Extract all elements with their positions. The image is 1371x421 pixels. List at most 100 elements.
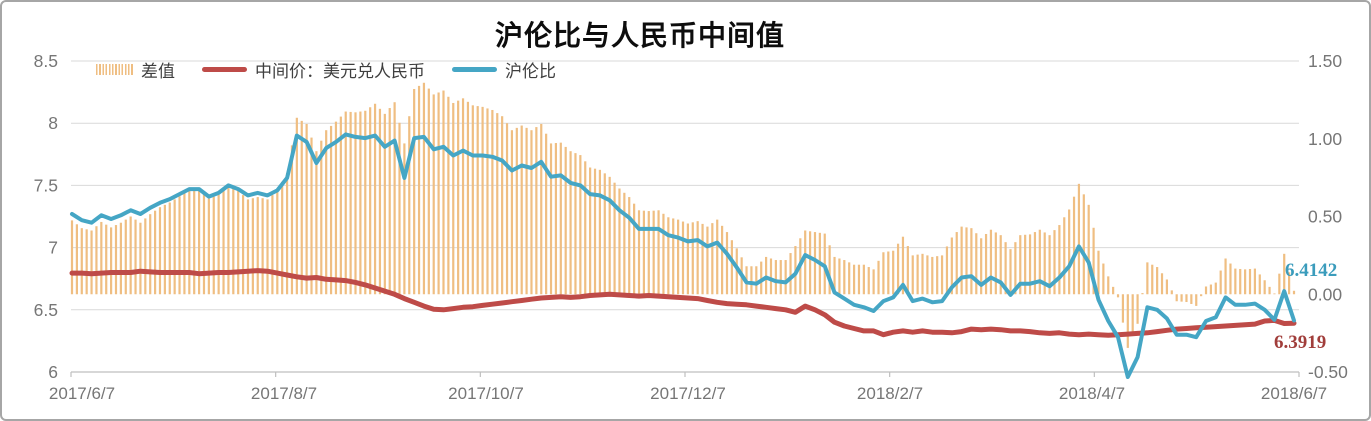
- diff-bar: [862, 264, 865, 295]
- diff-bar: [730, 240, 733, 295]
- diff-bar: [735, 248, 738, 295]
- diff-bar: [677, 219, 680, 295]
- diff-bar: [950, 237, 953, 295]
- diff-bar: [559, 142, 562, 295]
- diff-bar: [852, 264, 856, 295]
- diff-bar: [1209, 284, 1212, 295]
- left-axis-tick-label: 7: [48, 238, 58, 258]
- diff-bar: [163, 204, 166, 295]
- diff-bar: [716, 219, 719, 295]
- end-label-ratio: 6.4142: [1285, 260, 1337, 281]
- diff-bar: [1258, 274, 1261, 295]
- right-axis-tick-label: -0.50: [1308, 362, 1348, 382]
- diff-bar: [393, 102, 396, 295]
- diff-bar: [452, 102, 455, 295]
- diff-bar: [227, 185, 230, 295]
- diff-bar: [388, 108, 391, 295]
- diff-bar: [657, 210, 660, 295]
- diff-bar: [232, 188, 235, 295]
- diff-bar: [276, 190, 279, 295]
- diff-bar: [310, 137, 313, 295]
- diff-bar: [554, 143, 558, 295]
- axis-tick-labels: 8.5 8 7.5 7 6.5 6 1.50 1.00 0.50 0.00 -0.50 2017/6/…: [34, 51, 1348, 403]
- diff-bar: [119, 222, 122, 295]
- diff-bar: [911, 255, 914, 295]
- diff-bar: [1180, 294, 1183, 302]
- diff-bar: [246, 199, 250, 295]
- diff-bar: [1204, 286, 1208, 295]
- legend-swatch-midprice-line: [202, 66, 247, 72]
- diff-bar: [290, 145, 294, 295]
- diff-bar: [813, 232, 817, 295]
- diff-bar: [936, 256, 939, 295]
- diff-bar: [779, 260, 782, 295]
- diff-bar: [750, 266, 753, 295]
- diff-bar: [1068, 209, 1071, 295]
- diff-bar: [300, 120, 303, 295]
- diff-bar: [413, 88, 416, 295]
- diff-bar: [1165, 279, 1169, 295]
- legend-label-ratio: 沪伦比: [505, 61, 556, 82]
- diff-bar: [1121, 294, 1125, 323]
- diff-bar: [1170, 290, 1173, 295]
- diff-bar: [134, 219, 137, 295]
- diff-bar: [1112, 286, 1115, 295]
- diff-bar: [437, 92, 440, 295]
- diff-bar: [549, 143, 553, 295]
- x-axis-tick-label: 2018/4/7: [1059, 384, 1125, 403]
- left-axis-tick-label: 7.5: [34, 175, 58, 195]
- diff-bar: [197, 188, 201, 295]
- diff-bar: [633, 203, 636, 295]
- diff-bar: [271, 195, 274, 295]
- diff-bar: [1273, 293, 1276, 295]
- diff-bar: [154, 210, 157, 295]
- diff-bar: [359, 111, 362, 295]
- diff-bar: [804, 230, 807, 295]
- legend-item-diff: 差值: [96, 57, 175, 82]
- diff-bar: [672, 218, 675, 295]
- diff-bar: [994, 232, 997, 295]
- diff-bar: [496, 113, 499, 295]
- diff-bar: [1024, 234, 1027, 295]
- diff-bar: [114, 225, 118, 295]
- diff-bar: [1141, 293, 1144, 295]
- diff-bar: [305, 123, 308, 295]
- diff-bar: [1253, 268, 1256, 295]
- diff-bar: [510, 130, 514, 295]
- diff-bar: [872, 269, 875, 295]
- diff-bar: [589, 167, 592, 295]
- diff-bar: [466, 101, 470, 295]
- end-label-midprice: 6.3919: [1274, 332, 1326, 353]
- diff-bar: [945, 246, 949, 295]
- diff-bar: [486, 108, 489, 295]
- diff-bar: [383, 113, 386, 295]
- diff-bar: [75, 224, 78, 295]
- diff-bar: [354, 112, 357, 295]
- diff-bar: [760, 261, 763, 295]
- diff-bar: [369, 107, 372, 295]
- diff-bar: [1097, 250, 1100, 295]
- diff-bar: [1077, 183, 1081, 295]
- right-axis-tick-label: 0.00: [1308, 284, 1342, 304]
- diff-bar: [139, 222, 142, 295]
- legend-swatch-ratio-line: [452, 66, 497, 72]
- diff-bar: [1102, 263, 1105, 295]
- diff-bar: [808, 231, 812, 295]
- diff-bar: [1292, 290, 1296, 295]
- diff-bar: [999, 235, 1002, 295]
- diff-bar: [965, 227, 968, 295]
- diff-bar: [168, 202, 171, 295]
- diff-bar: [183, 193, 186, 295]
- diff-bar: [1219, 270, 1222, 295]
- diff-bar: [593, 168, 597, 295]
- diff-bar: [202, 193, 206, 295]
- diff-bar: [149, 214, 152, 295]
- diff-bar: [520, 125, 523, 295]
- diff-bar: [540, 123, 543, 295]
- diff-bar: [545, 133, 548, 295]
- diff-bar: [574, 153, 577, 295]
- diff-bar: [877, 260, 880, 295]
- diff-bar: [95, 226, 98, 295]
- diff-bar: [1146, 262, 1149, 295]
